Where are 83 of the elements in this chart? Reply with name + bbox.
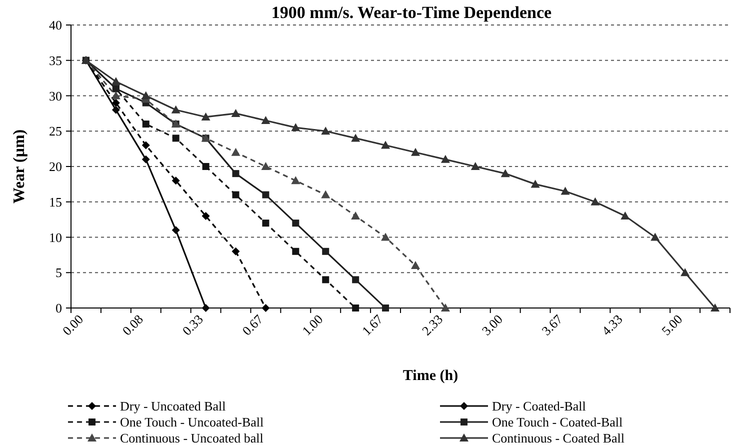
y-tick-label: 35	[49, 52, 62, 68]
x-tick-label: 0.08	[119, 312, 146, 338]
point	[440, 304, 450, 312]
point	[291, 176, 300, 184]
legend-label: Dry - Coated-Ball	[492, 398, 586, 414]
point	[590, 197, 600, 206]
point	[650, 232, 660, 241]
y-tick-label: 30	[49, 88, 62, 104]
point	[202, 304, 210, 312]
point	[201, 112, 210, 120]
point	[232, 247, 240, 256]
point	[352, 304, 360, 312]
point	[410, 261, 420, 270]
point	[560, 186, 570, 195]
point	[172, 176, 180, 185]
y-tick-label: 20	[49, 159, 62, 174]
x-tick-label: 3.00	[478, 312, 506, 338]
point	[172, 134, 180, 142]
x-tick-label: 5.00	[658, 312, 686, 338]
point	[381, 232, 390, 241]
point	[172, 226, 180, 234]
y-tick-label: 0	[56, 300, 62, 316]
point	[111, 91, 120, 100]
legend-label: One Touch - Uncoated-Ball	[120, 414, 264, 430]
x-tick-label: 3.67	[538, 311, 566, 338]
x-tick-label: 4.33	[598, 312, 626, 338]
x-axis-title: Time (h)	[402, 368, 458, 384]
x-tick-label: 0.67	[239, 311, 266, 338]
point	[231, 148, 240, 156]
point	[262, 220, 270, 227]
y-tick-label: 15	[49, 194, 62, 210]
point	[292, 248, 300, 255]
point	[202, 163, 210, 170]
point	[410, 148, 420, 156]
x-tick-label: 0.00	[59, 312, 86, 338]
point	[262, 191, 270, 198]
chart-title: 1900 mm/s. Wear-to-Time Dependence	[271, 3, 552, 22]
point	[381, 140, 390, 149]
y-axis-title: Wear (µm)	[11, 129, 28, 204]
point	[261, 116, 270, 124]
point	[262, 304, 270, 312]
point	[202, 212, 210, 220]
y-tick-label: 25	[49, 124, 62, 139]
legend-label: Continuous - Uncoated ball	[120, 430, 264, 446]
point	[382, 304, 390, 312]
x-tick-label: 1.00	[299, 312, 326, 338]
point	[321, 126, 330, 135]
point	[141, 91, 150, 100]
point	[142, 120, 150, 128]
point	[352, 276, 360, 284]
legend-label: Continuous - Coated Ball	[492, 430, 625, 446]
point	[261, 162, 270, 170]
point	[322, 248, 330, 255]
point	[680, 268, 690, 276]
point	[171, 105, 180, 114]
point	[500, 169, 510, 178]
point	[232, 170, 240, 178]
y-tick-label: 5	[56, 265, 62, 280]
point	[710, 304, 720, 312]
point	[322, 276, 330, 284]
point	[470, 162, 480, 170]
x-tick-label: 1.67	[358, 311, 386, 338]
legend-label: One Touch - Coated-Ball	[492, 414, 624, 430]
point	[231, 108, 240, 117]
point	[321, 190, 330, 198]
legend-label: Dry - Uncoated Ball	[120, 398, 226, 414]
y-tick-label: 10	[49, 230, 62, 245]
y-tick-label: 40	[49, 18, 62, 32]
point	[291, 123, 300, 132]
point	[142, 141, 150, 150]
x-tick-label: 0.33	[179, 312, 206, 338]
point	[112, 98, 120, 107]
point	[440, 154, 450, 163]
point	[351, 134, 360, 142]
x-tick-label: 2.33	[418, 312, 446, 338]
point	[530, 180, 540, 188]
point	[142, 155, 150, 164]
point	[111, 77, 120, 86]
point	[112, 106, 120, 114]
point	[292, 220, 300, 227]
point	[351, 212, 360, 220]
point	[232, 191, 240, 198]
point	[620, 212, 630, 220]
